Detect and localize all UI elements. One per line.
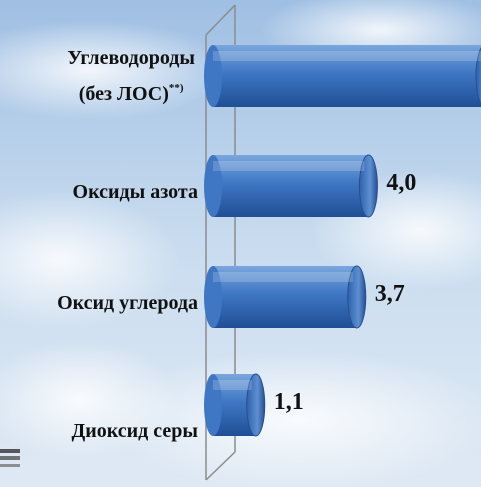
bar-highlight	[213, 161, 365, 171]
bar-highlight	[213, 380, 252, 390]
bar-end-cap	[475, 47, 481, 105]
bar-1	[204, 154, 378, 218]
category-label-text: (без ЛОС)	[78, 83, 169, 105]
bar-left-cap	[204, 155, 222, 217]
bar-2	[204, 265, 367, 329]
bar-body	[213, 45, 481, 107]
bar-3	[204, 373, 266, 437]
bar-left-cap	[204, 374, 222, 436]
category-label: Углеводороды (без ЛОС)**)	[67, 43, 195, 109]
bar-end-cap	[246, 373, 266, 437]
category-label-line2: (без ЛОС)**)	[67, 73, 195, 109]
corner-watermark	[0, 449, 20, 479]
bar-body	[213, 155, 369, 217]
category-label: Оксид углерода	[57, 292, 198, 314]
bar-highlight	[213, 51, 481, 61]
value-label: 1,1	[273, 389, 304, 415]
footnote-marker: **)	[168, 82, 184, 94]
value-label: 3,7	[374, 281, 405, 307]
bar-end-cap	[347, 265, 367, 329]
bar-left-cap	[204, 266, 222, 328]
value-label: 4,0	[386, 170, 417, 196]
bar-left-cap	[204, 45, 222, 107]
category-label-line1: Углеводороды	[67, 47, 195, 69]
axis-top-edge	[205, 4, 236, 36]
axis-bottom-edge	[205, 451, 236, 481]
category-label: Диоксид серы	[71, 420, 198, 442]
bar-highlight	[213, 272, 353, 282]
bar-0	[204, 45, 481, 107]
bar-body	[213, 266, 357, 328]
bar-end-cap	[358, 154, 378, 218]
category-label: Оксиды азота	[72, 181, 198, 203]
